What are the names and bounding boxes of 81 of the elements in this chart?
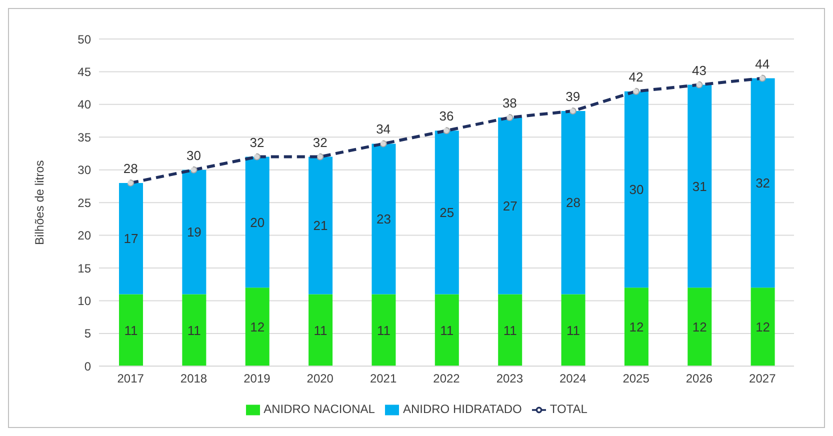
bar [688,288,712,366]
bar [119,182,143,294]
data-label: 11 [376,322,390,338]
data-label: 32 [312,134,328,150]
x-tick-label: 2022 [433,372,460,386]
y-tick-label: 10 [78,294,92,308]
bar [624,91,648,288]
y-tick-label: 50 [78,32,92,46]
data-label: 12 [756,320,770,335]
bar [498,294,522,366]
legend-label: ANIDRO NACIONAL [264,402,375,416]
x-tick-label: 2019 [244,372,271,386]
x-tick-label: 2026 [686,372,713,386]
data-label: 11 [503,322,517,338]
bar [372,144,396,294]
y-tick-label: 25 [78,196,92,210]
data-label: 19 [186,224,202,240]
bar [750,288,775,366]
bar [434,130,459,294]
y-tick-label: 5 [84,326,92,341]
y-tick-label: 40 [78,98,92,112]
bar [372,294,396,366]
bar [182,170,206,294]
data-label: 12 [692,320,707,335]
data-label: 30 [186,148,202,163]
y-tick-label: 35 [78,130,92,144]
bar [688,84,712,288]
data-label: 23 [376,212,391,227]
data-label: 11 [124,322,138,338]
bar [245,156,270,288]
data-label: 36 [439,108,454,124]
bar [308,294,333,366]
x-tick-label: 2018 [180,372,208,386]
x-tick-label: 2020 [306,372,334,386]
x-tick-label: 2023 [496,372,524,386]
legend-label: ANIDRO HIDRATADO [402,402,522,416]
data-label: 30 [629,182,644,198]
data-label: 20 [250,214,265,230]
data-label: 38 [502,96,517,111]
y-tick-label: 15 [78,261,92,276]
data-label: 31 [692,178,707,194]
x-tick-label: 2027 [749,372,776,386]
data-label: 44 [755,56,770,72]
x-tick-label: 2017 [117,372,144,386]
data-label: 32 [250,134,264,150]
bar [750,78,775,288]
y-tick-label: 30 [78,163,92,178]
data-label: 39 [566,88,580,104]
y-tick-label: 0 [84,359,92,374]
data-label: 32 [756,176,770,191]
data-label: 43 [692,62,706,78]
bar [624,288,648,366]
data-label: 28 [566,195,581,210]
data-label: 25 [440,205,454,220]
bar [182,294,206,366]
x-tick-label: 2024 [560,372,587,386]
data-label: 11 [314,322,328,338]
data-label: 12 [250,320,265,335]
bar [498,118,522,294]
x-tick-label: 2021 [370,372,397,386]
legend-label: TOTAL [550,402,588,416]
data-label: 34 [376,122,391,137]
data-label: 27 [502,198,518,214]
data-label: 11 [566,322,580,338]
data-label: 28 [123,160,138,176]
bar [245,288,270,366]
data-label: 21 [313,218,328,234]
data-label: 12 [629,320,644,335]
y-tick-label: 45 [78,64,92,79]
bar [561,294,586,366]
data-label: 17 [124,231,138,246]
data-label: 11 [440,322,454,338]
y-axis-title: Bilhões de litros [32,160,46,245]
bar [434,294,459,366]
bar [308,156,333,294]
bar [119,294,143,366]
data-label: 42 [628,69,644,84]
x-tick-label: 2025 [622,372,650,386]
bar [561,110,586,294]
y-tick-label: 20 [78,228,92,243]
data-label: 11 [187,322,201,338]
